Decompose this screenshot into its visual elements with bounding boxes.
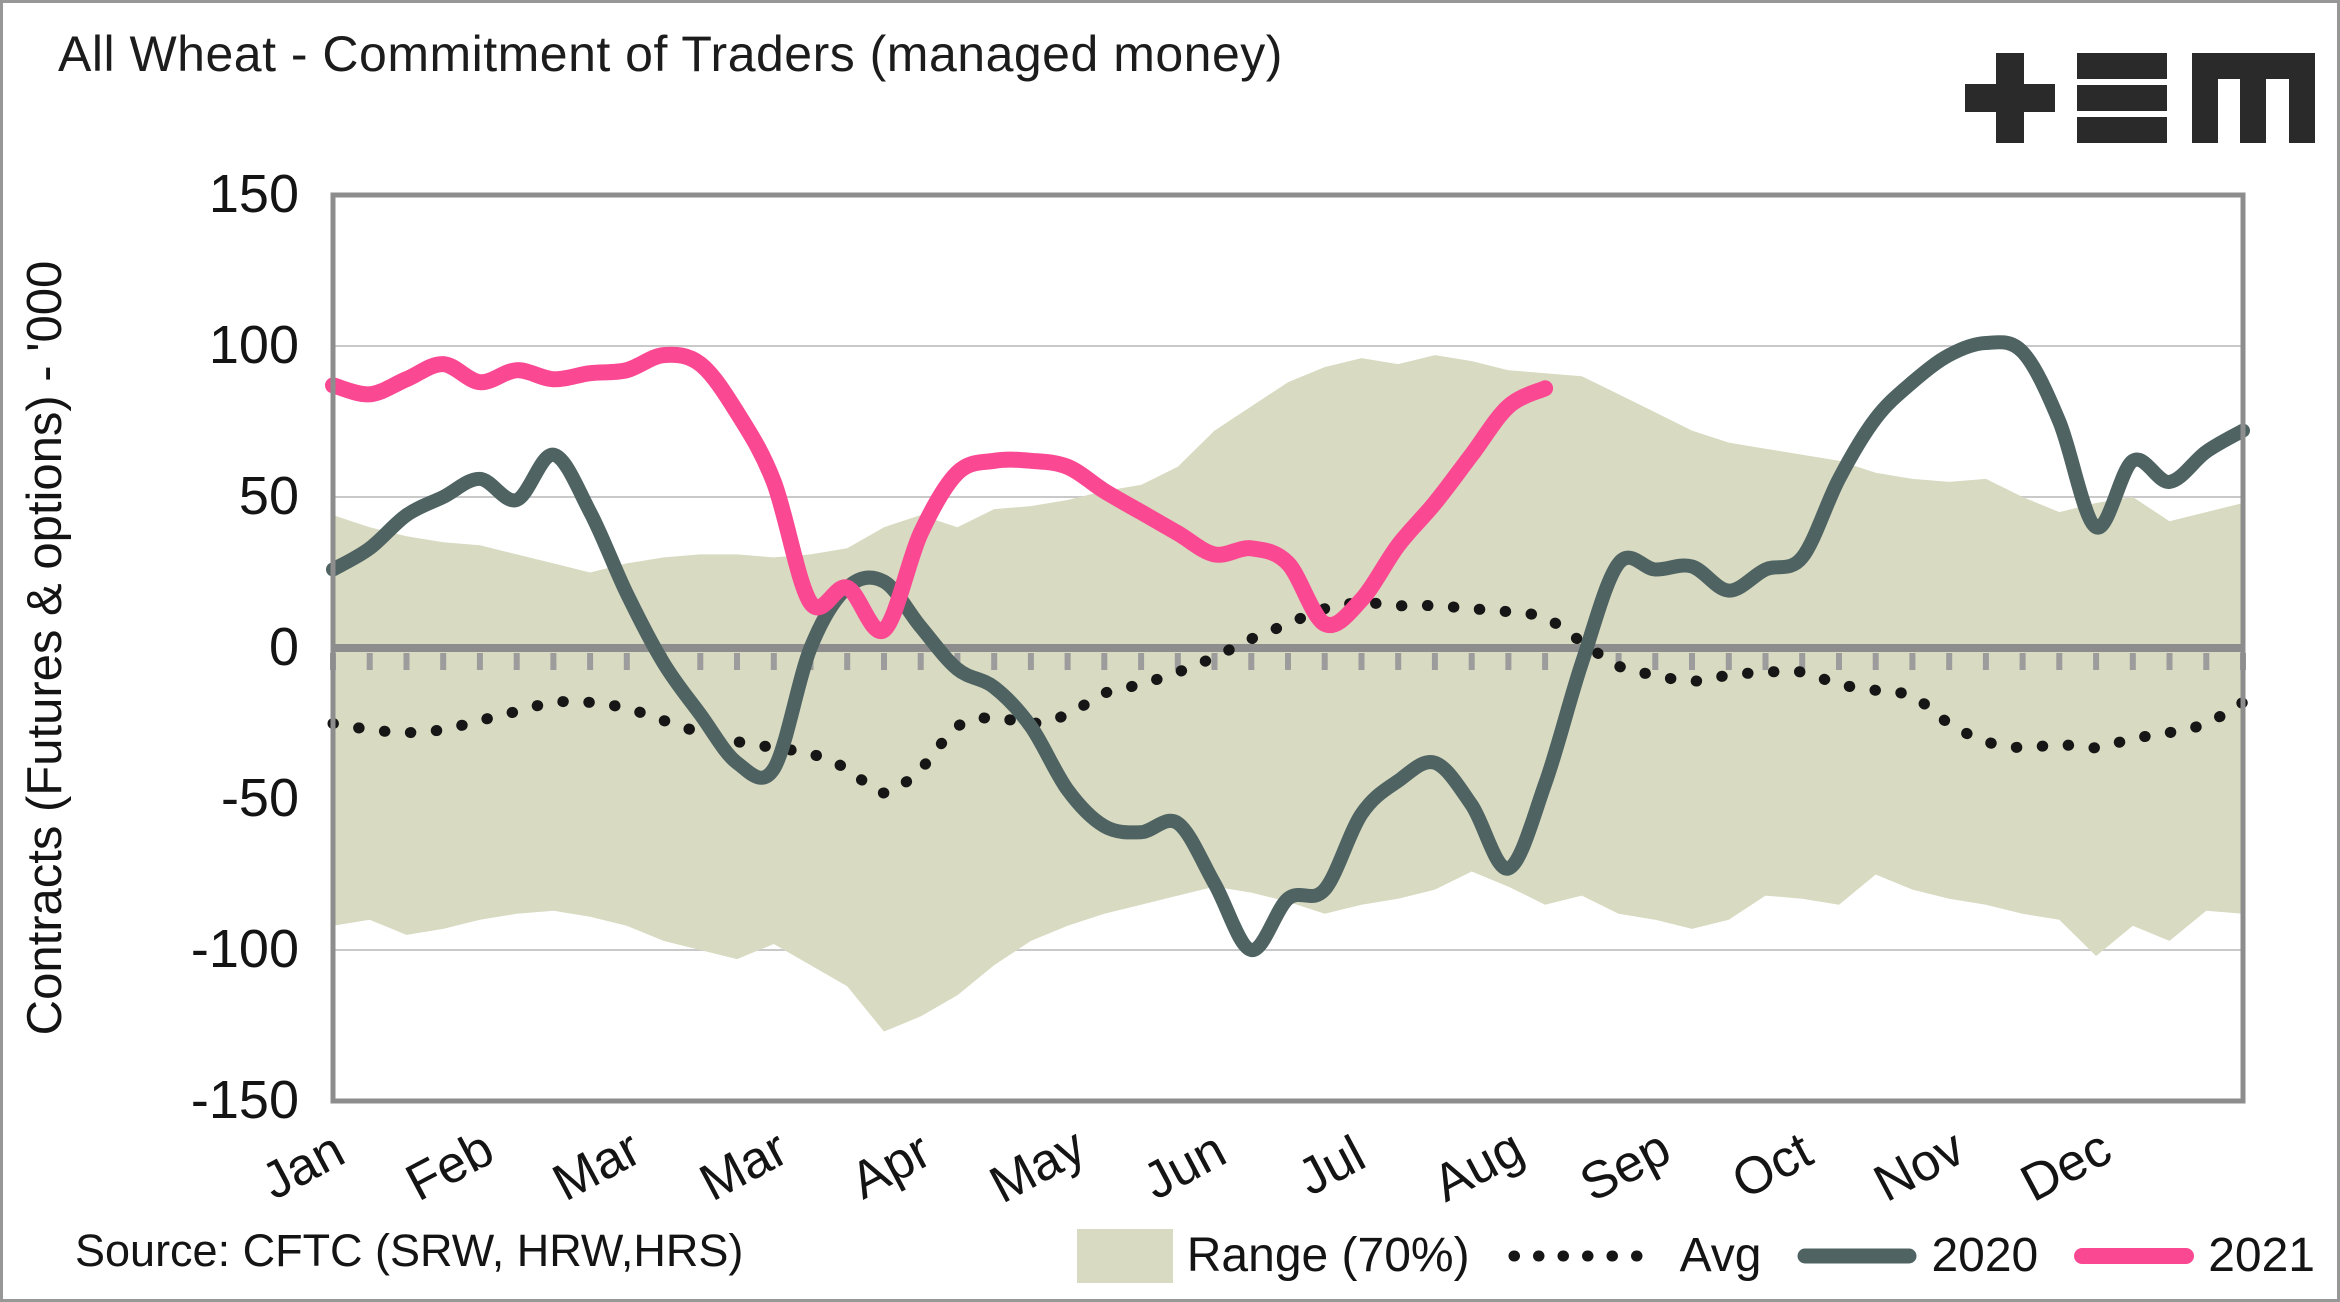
y-tick-label: -100	[191, 919, 299, 979]
week-tick	[1285, 653, 1291, 670]
week-tick	[1799, 653, 1806, 670]
week-tick	[1836, 653, 1842, 670]
week-tick	[1505, 653, 1512, 670]
week-tick	[440, 653, 447, 670]
line-2020-sample	[1797, 1248, 1917, 1263]
tem-logo	[1965, 53, 2315, 143]
week-tick	[1982, 653, 1989, 670]
range-swatch	[1076, 1228, 1173, 1283]
source-note: Source: CFTC (SRW, HRW,HRS)	[75, 1225, 744, 1276]
plot-frame	[330, 192, 2246, 1104]
y-axis-title: Contracts (Futures & options) - '000	[18, 261, 72, 1036]
x-tick-label: Sep	[1571, 1119, 1680, 1214]
x-tick-label: Mar	[691, 1119, 797, 1212]
line-2021-sample	[2074, 1247, 2195, 1264]
x-tick-label: Aug	[1424, 1119, 1533, 1214]
week-tick	[2129, 653, 2136, 670]
series-avg-line	[327, 597, 2249, 799]
x-tick-label: Mar	[544, 1119, 650, 1212]
series-2020-line	[326, 335, 2250, 957]
week-tick	[1358, 653, 1365, 670]
m-icon	[2192, 53, 2315, 143]
week-tick	[2093, 653, 2100, 670]
week-tick	[513, 653, 520, 670]
week-tick	[917, 653, 924, 670]
legend-label-avg: Avg	[1679, 1229, 1762, 1282]
week-tick	[1909, 653, 1916, 670]
week-tick	[1064, 653, 1071, 670]
week-tick	[366, 653, 373, 670]
y-tick-label: -150	[191, 1070, 299, 1130]
week-tick	[1431, 653, 1438, 670]
week-tick	[476, 653, 483, 670]
y-tick-label: 50	[239, 466, 299, 526]
week-tick	[1027, 653, 1034, 670]
week-tick	[1468, 653, 1475, 670]
week-tick	[2056, 653, 2063, 670]
week-tick	[1762, 653, 1769, 670]
week-tick	[991, 653, 998, 670]
legend-label-range: Range (70%)	[1186, 1229, 1470, 1282]
week-tick	[1248, 653, 1255, 670]
range-band	[333, 355, 2243, 1032]
week-tick	[734, 653, 740, 670]
chart-title: All Wheat - Commitment of Traders (manag…	[58, 26, 1283, 82]
chart-canvas: 150 100 50 0 -50 -100 -150 Contracts (Futures &…	[18, 164, 2250, 1215]
legend-item-2020: 2020	[1797, 1228, 2038, 1283]
week-tick	[1542, 653, 1549, 670]
week-tick	[844, 653, 851, 670]
x-tick-label: Feb	[397, 1119, 503, 1212]
week-tick	[1321, 653, 1328, 670]
week-tick	[1174, 653, 1181, 670]
week-tick	[2166, 653, 2173, 670]
avg-line-sample	[1508, 1250, 1664, 1261]
x-tick-label: Jul	[1289, 1125, 1375, 1207]
y-tick-label: 0	[269, 617, 299, 677]
week-tick	[403, 653, 410, 670]
week-tick	[587, 653, 594, 670]
plus-icon	[1965, 53, 2055, 143]
legend-item-range: Range (70%)	[1076, 1228, 1470, 1283]
week-tick	[1725, 653, 1732, 670]
x-tick-label: Apr	[841, 1121, 940, 1210]
legend-label-2020: 2020	[1931, 1229, 2039, 1282]
x-tick-label: May	[981, 1117, 1095, 1214]
week-tick	[881, 653, 887, 670]
series-2021-line	[325, 346, 1554, 639]
week-tick	[697, 653, 704, 670]
week-tick	[1689, 653, 1695, 670]
week-tick	[1872, 653, 1879, 670]
y-tick-label: 150	[209, 164, 299, 224]
triple-bar-icon	[2077, 53, 2167, 143]
week-tick	[2019, 653, 2026, 670]
legend: Range (70%) Avg 2020 2021	[1076, 1228, 2315, 1283]
x-tick-label: Nov	[1865, 1119, 1974, 1214]
y-tick-label: 100	[209, 315, 299, 375]
legend-item-avg: Avg	[1506, 1228, 1762, 1283]
week-tick	[1652, 653, 1659, 670]
week-tick	[1101, 653, 1108, 670]
legend-item-2021: 2021	[2074, 1228, 2315, 1283]
x-tick-label: Jun	[1134, 1121, 1235, 1212]
legend-label-2021: 2021	[2208, 1229, 2315, 1282]
week-tick	[623, 653, 630, 670]
week-tick	[550, 653, 557, 670]
week-tick	[1211, 653, 1218, 670]
week-tick	[1946, 653, 1953, 670]
x-tick-label: Oct	[1723, 1121, 1822, 1210]
week-tick	[2203, 653, 2210, 670]
week-tick	[1395, 653, 1402, 670]
x-tick-label: Jan	[252, 1121, 353, 1212]
y-tick-label: -50	[221, 768, 299, 828]
week-tick	[770, 653, 777, 670]
x-tick-label: Dec	[2012, 1119, 2121, 1214]
week-tick	[1138, 653, 1145, 670]
